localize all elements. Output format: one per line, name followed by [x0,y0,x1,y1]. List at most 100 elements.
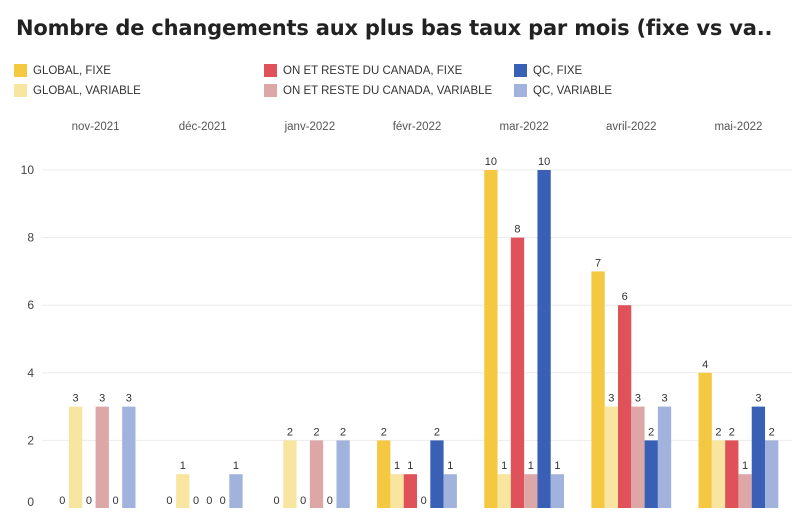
bar[interactable] [336,440,350,508]
bar[interactable] [751,406,766,508]
y-tick-label: 0 [27,495,34,509]
bar[interactable] [604,406,618,508]
bar[interactable] [550,474,565,508]
data-label: 3 [661,393,667,405]
y-tick-label: 2 [27,433,34,447]
data-label: 0 [112,495,118,507]
legend-swatch-qc-fixe [514,64,527,77]
x-tick-label: mar-2022 [500,121,549,133]
legend-swatch-global-fixe [14,64,27,77]
bar[interactable] [283,440,297,508]
bar[interactable] [176,474,190,508]
bar[interactable] [725,440,739,508]
bar[interactable] [711,440,726,508]
data-label: 0 [193,495,199,507]
data-label: 0 [421,495,427,507]
legend-label-global-fixe: GLOBAL, FIXE [33,64,111,77]
x-axis-top: nov-2021 déc-2021 janv-2022 févr-2022 mar-20… [72,121,763,133]
legend-label-qc-fixe: QC, FIXE [533,64,583,77]
legend-label-on-variable: ON ET RESTE DU CANADA, VARIABLE [283,84,493,97]
x-tick-label: avril-2022 [606,121,657,133]
bar[interactable] [738,474,752,508]
data-label: 2 [287,426,293,438]
data-label: 1 [180,460,186,472]
bar[interactable] [430,440,444,508]
data-label: 0 [220,495,226,507]
data-label: 3 [126,393,132,405]
data-label: 1 [447,460,453,472]
x-tick-label: mai-2022 [714,121,762,133]
legend-item-qc-fixe[interactable]: QC, FIXE [514,64,582,77]
legend-item-global-fixe[interactable]: GLOBAL, FIXE [14,64,111,77]
data-label: 2 [340,426,346,438]
bar[interactable] [644,440,658,508]
bar[interactable] [390,474,404,508]
data-label: 6 [622,291,628,303]
legend-swatch-global-variable [14,84,27,97]
data-label: 2 [313,426,319,438]
bar[interactable] [309,440,324,508]
data-label: 2 [648,426,654,438]
bar[interactable] [591,271,605,508]
data-label: 2 [381,426,387,438]
bar[interactable] [617,305,632,508]
y-tick-label: 8 [27,231,34,245]
bar[interactable] [122,406,136,508]
data-label: 0 [59,495,65,507]
bar[interactable] [229,474,243,508]
bar[interactable] [657,406,672,508]
data-label: 1 [554,460,560,472]
legend-item-on-fixe[interactable]: ON ET RESTE DU CANADA, FIXE [264,64,462,77]
data-label: 7 [595,257,601,269]
x-tick-label: janv-2022 [284,121,336,133]
legend-label-on-fixe: ON ET RESTE DU CANADA, FIXE [283,64,463,77]
data-label: 3 [73,393,79,405]
x-tick-label: févr-2022 [393,121,442,133]
bars-group [68,170,779,508]
legend-item-on-variable[interactable]: ON ET RESTE DU CANADA, VARIABLE [264,84,492,97]
data-label: 1 [501,460,507,472]
chart-legend: GLOBAL, FIXE GLOBAL, VARIABLE ON ET REST… [0,0,800,110]
data-label: 0 [274,495,280,507]
data-label: 2 [729,426,735,438]
grid-lines [42,169,792,441]
data-label: 0 [300,495,306,507]
data-label: 1 [233,460,239,472]
y-tick-label: 4 [27,366,34,380]
bar[interactable] [698,372,712,508]
bar[interactable] [68,406,83,508]
legend-swatch-qc-variable [514,84,527,97]
legend-swatch-on-fixe [264,64,277,77]
bar[interactable] [443,474,457,508]
data-label: 1 [742,460,748,472]
data-label: 0 [206,495,212,507]
data-label: 1 [394,460,400,472]
bar[interactable] [631,406,645,508]
legend-item-qc-variable[interactable]: QC, VARIABLE [514,84,612,97]
data-label: 4 [702,359,708,371]
bar[interactable] [403,474,417,508]
bar[interactable] [510,237,525,508]
data-label: 1 [528,460,534,472]
data-label: 0 [86,495,92,507]
y-axis: 0 2 4 6 8 10 [21,163,35,509]
bar[interactable] [484,170,498,508]
legend-label-global-variable: GLOBAL, VARIABLE [33,84,141,97]
data-label: 8 [514,224,520,236]
data-label: 3 [755,393,761,405]
bar[interactable] [497,474,511,508]
legend-swatch-on-variable [264,84,277,97]
legend-label-qc-variable: QC, VARIABLE [533,84,613,97]
x-tick-label: nov-2021 [72,121,120,133]
bar[interactable] [377,440,391,508]
bar[interactable] [524,474,538,508]
legend-item-global-variable[interactable]: GLOBAL, VARIABLE [14,84,141,97]
bar[interactable] [95,406,109,508]
data-label: 0 [166,495,172,507]
bar[interactable] [765,440,779,508]
y-tick-label: 10 [21,163,35,177]
bar[interactable] [537,170,551,508]
data-label: 3 [608,393,614,405]
